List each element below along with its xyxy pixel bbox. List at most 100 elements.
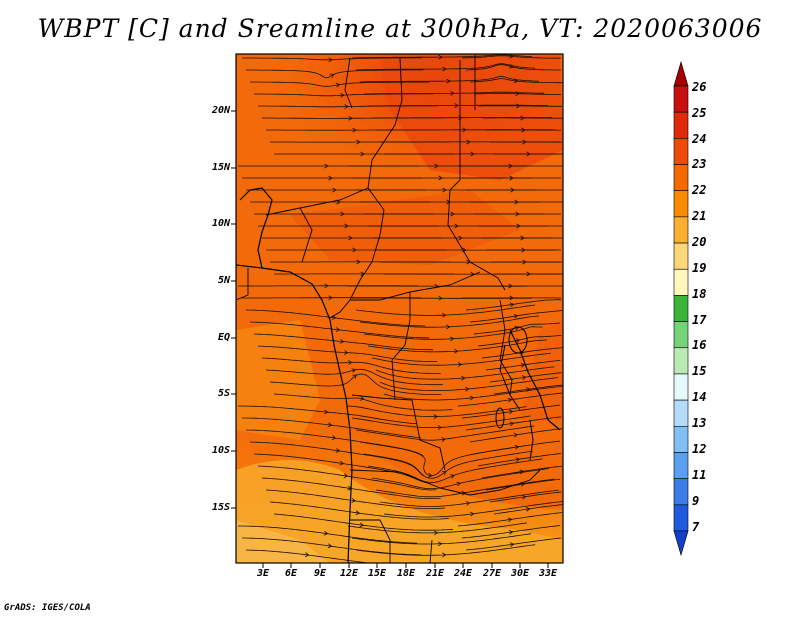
lon-label: 3E xyxy=(256,568,270,579)
streamline-arrow xyxy=(348,115,353,121)
streamline-arrow xyxy=(509,64,514,69)
streamline-arrow xyxy=(441,470,447,476)
streamline-arrow xyxy=(438,175,443,181)
streamline-arrow xyxy=(441,437,446,442)
colorbar-label: 21 xyxy=(692,209,707,223)
streamline-arrow xyxy=(516,223,521,229)
streamline-arrow xyxy=(438,541,443,547)
colorbar-label: 13 xyxy=(692,416,707,430)
streamline-arrow xyxy=(509,542,515,548)
map-frame xyxy=(235,53,564,564)
colorbar-swatch xyxy=(673,321,689,349)
colorbar-top-arrow xyxy=(673,60,689,87)
colorbar-swatch xyxy=(673,111,689,139)
colorbar-swatch xyxy=(673,190,689,218)
colorbar-swatch xyxy=(673,504,689,532)
streamline-arrow xyxy=(348,360,353,365)
colorbar-label: 7 xyxy=(692,520,700,534)
colorbar-swatch xyxy=(673,242,689,270)
streamline-arrow xyxy=(323,409,329,415)
streamline xyxy=(481,347,563,359)
streamline xyxy=(473,322,561,335)
lon-label: 33E xyxy=(538,568,558,579)
colorbar-label: 14 xyxy=(692,390,707,404)
streamline-arrow xyxy=(438,54,443,60)
streamline-arrow xyxy=(360,151,365,157)
colorbar-label: 16 xyxy=(692,338,707,352)
streamline xyxy=(469,428,563,443)
streamline-arrow xyxy=(469,511,475,517)
lon-label: 9E xyxy=(313,568,327,579)
streamline-arrow xyxy=(514,444,520,450)
lon-label: 6E xyxy=(284,568,298,579)
colorbar-label: 12 xyxy=(692,442,707,456)
streamline-arrow xyxy=(327,422,333,428)
streamline-arrow xyxy=(323,530,329,536)
streamline xyxy=(457,392,563,407)
streamline-arrow xyxy=(513,432,519,438)
streamline-arrow xyxy=(324,163,329,169)
colorbar-swatch xyxy=(673,216,689,244)
streamline-arrow xyxy=(352,374,358,379)
streamline-arrow xyxy=(348,235,353,241)
streamline-arrow xyxy=(509,54,514,59)
streamline-arrow xyxy=(526,271,531,277)
lon-label: 15E xyxy=(367,568,387,579)
colorbar-swatch xyxy=(673,85,689,113)
streamline-arrow xyxy=(521,494,527,500)
lat-label: 20N xyxy=(211,105,230,116)
streamline-arrow xyxy=(331,435,337,441)
streamline-arrow xyxy=(507,397,513,403)
streamline-arrow xyxy=(343,473,349,479)
streamline-arrow xyxy=(442,187,447,193)
streamline-arrow xyxy=(525,387,531,392)
lon-label: 24E xyxy=(453,568,473,579)
streamline-arrow xyxy=(437,425,443,430)
colorbar-label: 18 xyxy=(692,287,707,301)
streamline-arrow xyxy=(351,368,357,373)
axis-ticks xyxy=(231,110,549,568)
streamline xyxy=(485,359,561,371)
streamline-arrow xyxy=(515,338,521,343)
streamline xyxy=(473,92,562,95)
lon-label: 12E xyxy=(339,568,359,579)
lat-label: EQ xyxy=(217,332,230,343)
streamline-arrow xyxy=(335,448,341,453)
streamline-arrow xyxy=(427,472,433,478)
streamline-arrow xyxy=(328,295,333,301)
streamline-arrow xyxy=(433,414,438,420)
streamline-arrow xyxy=(470,151,475,157)
streamline-arrow xyxy=(469,395,475,401)
streamline-arrow xyxy=(356,139,361,145)
streamline-arrow xyxy=(510,187,515,193)
lat-label: 15N xyxy=(211,162,230,173)
streamline-arrow xyxy=(442,312,447,318)
colorbar-label: 19 xyxy=(692,261,707,275)
colorbar-swatch xyxy=(673,399,689,427)
streamline-arrow xyxy=(509,302,515,308)
streamline-arrow xyxy=(513,313,519,319)
streamline-arrow xyxy=(520,362,526,368)
streamline-arrow xyxy=(324,283,329,289)
streamline-arrow xyxy=(521,127,526,133)
colorbar-label: 15 xyxy=(692,364,707,378)
streamline-arrow xyxy=(339,460,345,466)
colorbar-label: 11 xyxy=(692,468,707,482)
lon-label: 27E xyxy=(482,568,502,579)
lon-label: 30E xyxy=(510,568,530,579)
streamline-arrow xyxy=(327,543,333,549)
colorbar-swatch xyxy=(673,138,689,165)
lakes xyxy=(495,326,534,461)
colorbar xyxy=(673,60,689,557)
grads-credit: GrADS: IGES/COLA xyxy=(4,603,91,613)
streamline xyxy=(469,310,563,323)
streamline-arrow xyxy=(340,92,345,98)
streamline-arrow xyxy=(433,530,439,536)
streamline-arrow xyxy=(515,457,521,463)
streamline-arrow xyxy=(344,350,349,355)
streamline xyxy=(457,512,563,527)
streamline-arrow xyxy=(508,163,513,169)
colorbar-bottom-arrow xyxy=(673,530,689,557)
colorbar-label: 22 xyxy=(692,183,707,197)
streamline-arrow xyxy=(454,103,459,108)
